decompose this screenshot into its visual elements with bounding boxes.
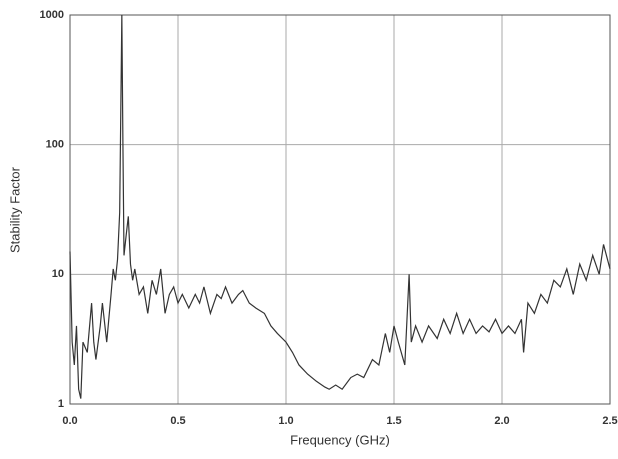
x-tick-label: 0.5 [170,415,185,427]
data-line [69,14,611,399]
x-tick-label: 0.0 [62,415,77,427]
y-tick-label: 1000 [40,9,64,21]
x-tick-label: 2.5 [602,415,617,427]
y-axis-label: Stability Factor [7,166,22,253]
x-tick-label: 1.0 [278,415,293,427]
x-axis-label: Frequency (GHz) [290,432,390,447]
x-tick-label: 2.0 [494,415,509,427]
plot-frame [69,14,611,405]
y-tick-label: 10 [52,268,64,280]
y-tick-label: 1 [58,398,64,410]
y-tick-label: 100 [46,139,64,151]
x-tick-label: 1.5 [386,415,401,427]
